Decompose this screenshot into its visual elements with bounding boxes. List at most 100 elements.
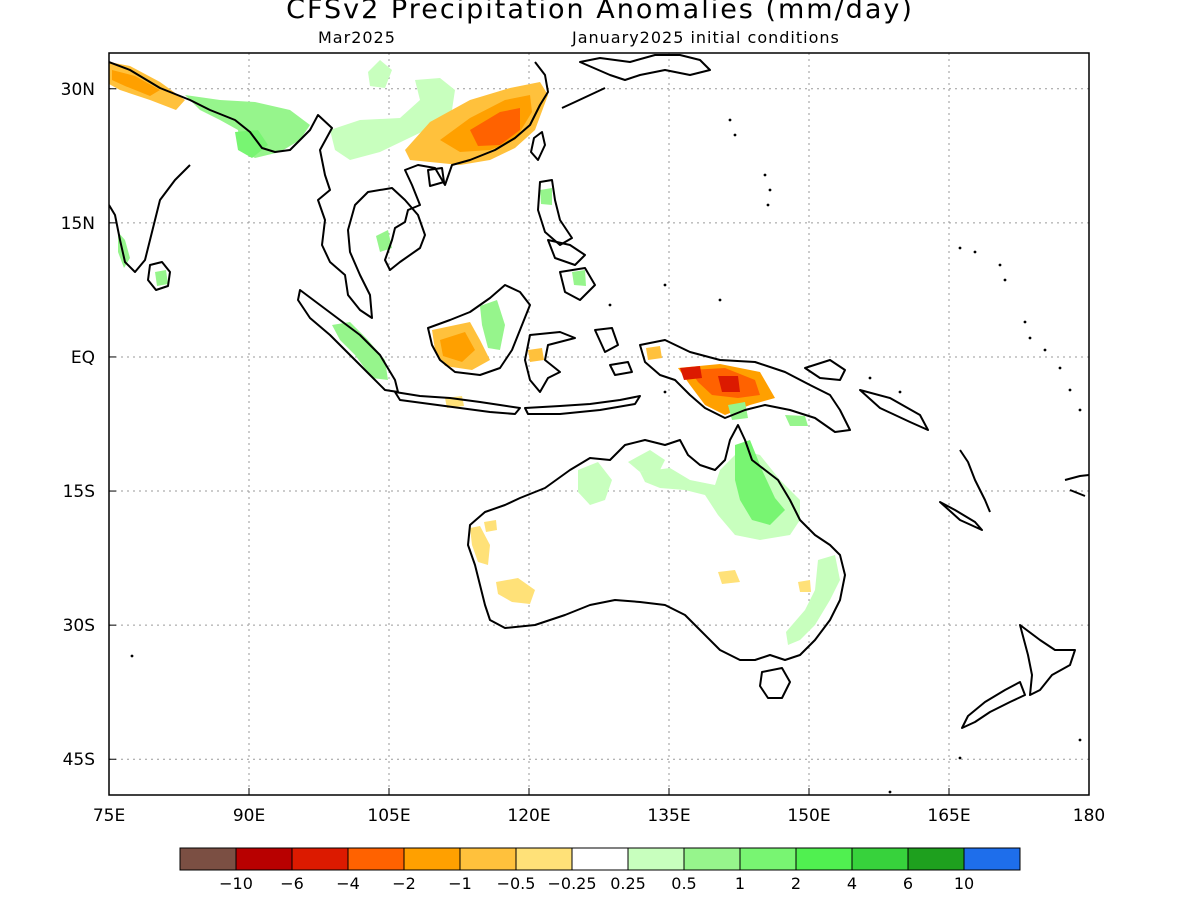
wet-anomaly-australia-central [640,450,800,540]
wet-anomaly-mindanao [572,270,586,286]
wet-anomaly-png-east [785,415,808,426]
coastline-new-zealand-south [961,681,1026,729]
dry-anomaly-australia-west-coast [484,520,497,532]
initial-conditions: January2025 initial conditions [572,28,840,47]
dry-anomaly-south-china-peak [470,108,520,146]
dry-anomaly-new-guinea-peak [680,366,702,380]
colorbar-label: 10 [954,874,974,893]
y-tick-label: 30N [61,80,95,100]
dry-anomaly-australia-west [470,526,490,565]
colorbar-swatch [627,847,685,871]
coastline-maluku [594,327,633,376]
coastline-new-britain [804,359,846,381]
x-tick-label: 135E [647,806,690,826]
coastlines [109,54,1089,729]
dry-anomaly-australia-southeast [798,580,811,592]
coastline-new-zealand-north [1019,624,1076,696]
x-tick-label: 165E [927,806,970,826]
colorbar-swatch [851,847,909,871]
coastline-luzon [537,179,573,246]
coastline-new-guinea [639,339,851,433]
colorbar-label: −10 [219,874,253,893]
coastline-new-caledonia [939,501,983,531]
y-tick-label: 30S [63,616,95,636]
colorbar-label: 1 [735,874,745,893]
y-tick-label: 15N [61,214,95,234]
dry-anomaly-himalaya-core [112,70,160,96]
y-tick-label: 15S [63,482,95,502]
colorbar-label: −2 [392,874,416,893]
wet-anomaly-indochina [376,230,392,252]
coastline-lesser-sunda [524,395,641,415]
colorbar-swatch [347,847,405,871]
colorbar-swatch [403,847,461,871]
colorbar-swatch [459,847,517,871]
dry-anomaly-borneo-core [440,332,475,362]
x-tick-label: 180 [1073,806,1105,826]
colorbar-swatch [291,847,349,871]
x-tick-label: 150E [787,806,830,826]
colorbar-swatch [571,847,629,871]
wet-anomaly-tibet-north [368,60,392,88]
colorbar-label: −1 [448,874,472,893]
colorbar-label: 4 [847,874,857,893]
wet-anomaly-australia-east [786,555,840,645]
coastline-mindanao [559,267,596,301]
wet-anomaly-sumatra [332,322,388,380]
coastline-vanuatu [959,449,991,513]
colorbar-label: 0.5 [671,874,696,893]
dry-anomaly-new-guinea-peak-east [718,376,740,392]
colorbar-label: −0.25 [547,874,596,893]
colorbar-label: 0.25 [610,874,646,893]
colorbar-label: −6 [280,874,304,893]
coastline-taiwan [530,131,546,161]
colorbar-swatch [179,847,237,871]
colorbar-swatch [739,847,797,871]
colorbar-label: 2 [791,874,801,893]
wet-anomaly-bangladesh [235,130,268,158]
coastline-tasmania [759,667,791,699]
y-tick-label: EQ [71,348,95,368]
coastline-philippines-central [547,239,586,266]
colorbar-label: −0.5 [497,874,536,893]
colorbar-swatch [907,847,965,871]
coastline-sumatra [297,289,399,393]
coastline-ryukyu [561,87,606,109]
x-tick-label: 105E [367,806,410,826]
dry-anomaly-sulawesi [528,348,544,362]
wet-anomaly-china-west [330,78,455,160]
dry-anomaly-australia-south [718,570,740,584]
x-tick-label: 120E [507,806,550,826]
coastline-java [394,391,521,415]
island-dots [130,118,1082,794]
colorbar-swatch [235,847,293,871]
colorbar-label: 6 [903,874,913,893]
wet-anomaly-borneo [480,300,505,350]
colorbar: −10 −6 −4 −2 −1 −0.5 −0.25 0.25 0.5 1 2 4 6 10 [179,847,1021,893]
coastline-asia-mainland [109,61,549,319]
colorbar-swatch [795,847,853,871]
coastline-hainan [427,167,445,187]
wet-anomaly-australia-north [628,450,665,472]
x-tick-label: 75E [93,806,125,826]
colorbar-label: −4 [336,874,360,893]
wet-anomaly-luzon [540,188,552,205]
colorbar-swatch [515,847,573,871]
coastline-borneo [427,284,531,376]
dry-anomaly-vogelkop [646,346,662,360]
coastline-sri-lanka [147,261,171,291]
x-tick-label: 90E [233,806,265,826]
coastline-solomon-islands [859,389,929,431]
wet-anomaly-sri-lanka [155,270,168,286]
coastline-japan [579,54,711,81]
coastline-fiji [1064,474,1089,497]
colorbar-swatch [683,847,741,871]
colorbar-swatch [963,847,1021,871]
x-axis: 75E 90E 105E 120E 135E 150E 165E 180 [93,788,1105,826]
coastline-india [109,164,191,273]
grid-lines [109,53,1089,795]
map-frame [108,52,1090,796]
wet-anomaly-himalaya [185,95,310,158]
anomaly-field [109,60,840,645]
